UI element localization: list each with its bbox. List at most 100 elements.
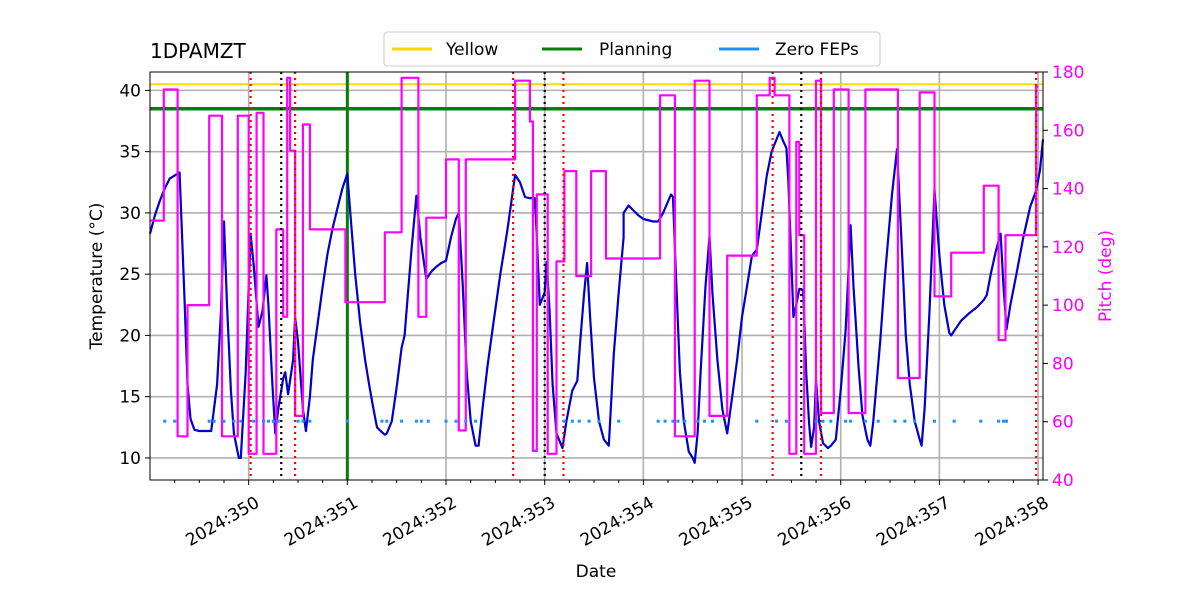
zero-fep-marker bbox=[400, 419, 404, 423]
zero-fep-marker bbox=[893, 419, 897, 423]
zero-fep-marker bbox=[207, 419, 211, 423]
zero-fep-marker bbox=[380, 419, 384, 423]
zero-fep-marker bbox=[587, 419, 591, 423]
zero-fep-marker bbox=[261, 419, 265, 423]
legend-label-planning: Planning bbox=[599, 40, 672, 60]
zero-fep-marker bbox=[683, 419, 687, 423]
x-tick-label: 2024:358 bbox=[972, 493, 1053, 551]
x-tick-label: 2024:354 bbox=[577, 493, 658, 551]
x-tick-label: 2024:356 bbox=[774, 493, 855, 551]
x-tick-label: 2024:353 bbox=[478, 493, 559, 551]
y2-tick-label: 100 bbox=[1052, 296, 1084, 316]
zero-fep-marker bbox=[775, 419, 779, 423]
zero-fep-marker bbox=[617, 419, 621, 423]
zero-fep-marker bbox=[570, 419, 574, 423]
y-tick-label: 25 bbox=[119, 265, 141, 285]
zero-fep-marker bbox=[876, 419, 880, 423]
zero-fep-marker bbox=[903, 419, 907, 423]
y-tick-label: 15 bbox=[119, 388, 141, 408]
zero-fep-marker bbox=[671, 419, 675, 423]
y2-tick-label: 120 bbox=[1052, 238, 1084, 258]
y2-tick-label: 40 bbox=[1052, 471, 1074, 491]
zero-fep-marker bbox=[849, 419, 853, 423]
zero-fep-marker bbox=[212, 419, 216, 423]
zero-fep-marker bbox=[597, 419, 601, 423]
zero-fep-marker bbox=[676, 419, 680, 423]
zero-fep-marker bbox=[163, 419, 167, 423]
legend-frame bbox=[383, 31, 881, 67]
legend: Yellow Planning Zero FEPs bbox=[383, 31, 881, 67]
zero-fep-marker bbox=[656, 419, 660, 423]
zero-fep-marker bbox=[863, 419, 867, 423]
zero-fep-marker bbox=[296, 419, 300, 423]
zero-fep-marker bbox=[710, 419, 714, 423]
series-layer bbox=[148, 76, 1045, 464]
zero-fep-marker bbox=[821, 419, 825, 423]
zero-fep-marker bbox=[173, 419, 177, 423]
zero-fep-marker bbox=[474, 419, 478, 423]
zero-fep-marker bbox=[301, 419, 305, 423]
zero-feps-layer bbox=[163, 419, 1008, 423]
zero-fep-marker bbox=[464, 419, 468, 423]
x-tick-label: 2024:350 bbox=[182, 493, 263, 551]
y2-axis-label: Pitch (deg) bbox=[1096, 230, 1116, 322]
legend-label-zero-feps: Zero FEPs bbox=[775, 40, 859, 60]
zero-fep-marker bbox=[829, 419, 833, 423]
zero-fep-marker bbox=[952, 419, 956, 423]
x-tick-label: 2024:355 bbox=[676, 493, 757, 551]
zero-fep-marker bbox=[222, 419, 226, 423]
y-tick-label: 40 bbox=[119, 81, 141, 101]
y2-tick-label: 160 bbox=[1052, 121, 1084, 141]
zero-fep-marker bbox=[252, 419, 256, 423]
zero-fep-marker bbox=[1004, 419, 1008, 423]
grid-layer bbox=[150, 72, 1043, 480]
zero-fep-marker bbox=[814, 419, 818, 423]
y-tick-label: 30 bbox=[119, 204, 141, 224]
pitch-series-line bbox=[150, 76, 1039, 455]
x-tick-label: 2024:357 bbox=[873, 493, 954, 551]
zero-fep-marker bbox=[414, 419, 418, 423]
zero-fep-marker bbox=[345, 419, 349, 423]
zero-fep-marker bbox=[979, 419, 983, 423]
zero-fep-marker bbox=[444, 419, 448, 423]
zero-fep-marker bbox=[913, 419, 917, 423]
zero-fep-marker bbox=[271, 419, 275, 423]
zero-fep-marker bbox=[997, 419, 1001, 423]
temperature-series-line bbox=[148, 130, 1045, 464]
zero-fep-marker bbox=[454, 419, 458, 423]
x-axis-label: Date bbox=[576, 562, 617, 582]
zero-fep-marker bbox=[932, 419, 936, 423]
zero-fep-marker bbox=[703, 419, 707, 423]
zero-fep-marker bbox=[577, 419, 581, 423]
y-tick-label: 10 bbox=[119, 449, 141, 469]
zero-fep-marker bbox=[784, 419, 788, 423]
zero-fep-marker bbox=[755, 419, 759, 423]
zero-fep-marker bbox=[1002, 419, 1006, 423]
y2-tick-label: 180 bbox=[1052, 63, 1084, 83]
y-tick-label: 35 bbox=[119, 143, 141, 163]
zero-fep-marker bbox=[696, 419, 700, 423]
zero-fep-marker bbox=[663, 419, 667, 423]
zero-fep-marker bbox=[426, 419, 430, 423]
zero-fep-marker bbox=[844, 419, 848, 423]
plot-frame bbox=[149, 71, 1044, 481]
zero-fep-marker bbox=[232, 419, 236, 423]
y2-tick-label: 140 bbox=[1052, 180, 1084, 200]
x-tick-label: 2024:352 bbox=[380, 493, 461, 551]
zero-fep-marker bbox=[308, 419, 312, 423]
zero-fep-marker bbox=[276, 419, 280, 423]
y-tick-label: 20 bbox=[119, 326, 141, 346]
y2-tick-label: 80 bbox=[1052, 354, 1074, 374]
zero-fep-marker bbox=[419, 419, 423, 423]
y2-tick-label: 60 bbox=[1052, 413, 1074, 433]
vline-layer bbox=[249, 72, 1038, 480]
legend-label-yellow: Yellow bbox=[445, 40, 498, 60]
zero-fep-marker bbox=[239, 419, 243, 423]
zero-fep-marker bbox=[562, 419, 566, 423]
zero-fep-marker bbox=[385, 419, 389, 423]
zero-fep-marker bbox=[266, 419, 270, 423]
x-tick-label: 2024:351 bbox=[281, 493, 362, 551]
y-axis-label: Temperature (°C) bbox=[87, 203, 107, 351]
chart-title: 1DPAMZT bbox=[150, 39, 247, 63]
